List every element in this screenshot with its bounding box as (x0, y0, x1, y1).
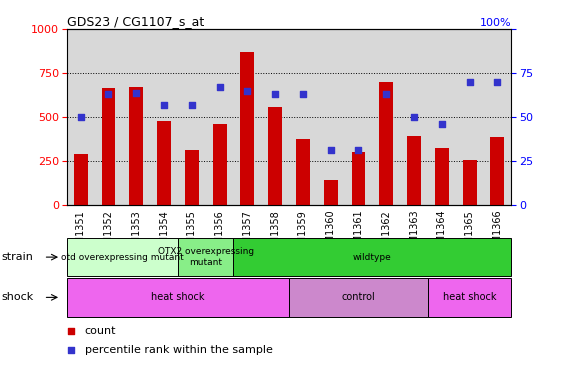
Bar (289, 278, 428, 317)
Bar (435, 148, 449, 205)
Bar (234, 238, 511, 276)
Bar (74, 154, 88, 205)
Point (67, 328, 76, 334)
Bar (67, 278, 289, 317)
Point (271, 92, 280, 97)
Bar (268, 108, 282, 205)
Bar (379, 82, 393, 205)
Text: wildtype: wildtype (353, 253, 392, 262)
Point (67, 347, 76, 352)
Text: heat shock: heat shock (151, 292, 205, 302)
Bar (352, 152, 365, 205)
Text: 100%: 100% (480, 18, 511, 27)
Bar (67, 238, 178, 276)
Text: control: control (342, 292, 375, 302)
Point (76, 114, 85, 120)
Bar (185, 150, 199, 205)
Text: OTX2 overexpressing
mutant: OTX2 overexpressing mutant (157, 247, 254, 267)
Bar (102, 88, 116, 205)
Text: heat shock: heat shock (443, 292, 496, 302)
Bar (157, 121, 171, 205)
Bar (428, 278, 511, 317)
Point (410, 114, 419, 120)
Bar (178, 238, 234, 276)
Bar (462, 160, 476, 205)
Point (326, 147, 335, 153)
Point (132, 90, 141, 96)
Bar (130, 87, 143, 205)
Point (187, 102, 196, 108)
Point (354, 147, 363, 153)
Bar (241, 52, 254, 205)
Point (382, 92, 391, 97)
Bar (407, 135, 421, 205)
Text: strain: strain (1, 252, 33, 262)
Bar (324, 180, 338, 205)
Point (159, 102, 168, 108)
Point (104, 92, 113, 97)
Text: percentile rank within the sample: percentile rank within the sample (85, 344, 272, 355)
Point (215, 84, 224, 90)
Point (298, 92, 307, 97)
Bar (296, 139, 310, 205)
Text: otd overexpressing mutant: otd overexpressing mutant (61, 253, 184, 262)
Text: GDS23 / CG1107_s_at: GDS23 / CG1107_s_at (67, 15, 204, 28)
Text: shock: shock (1, 292, 34, 302)
Point (465, 79, 474, 85)
Bar (213, 124, 227, 205)
Bar (490, 137, 504, 205)
Point (243, 88, 252, 94)
Point (493, 79, 502, 85)
Text: count: count (85, 326, 116, 336)
Point (437, 121, 446, 127)
